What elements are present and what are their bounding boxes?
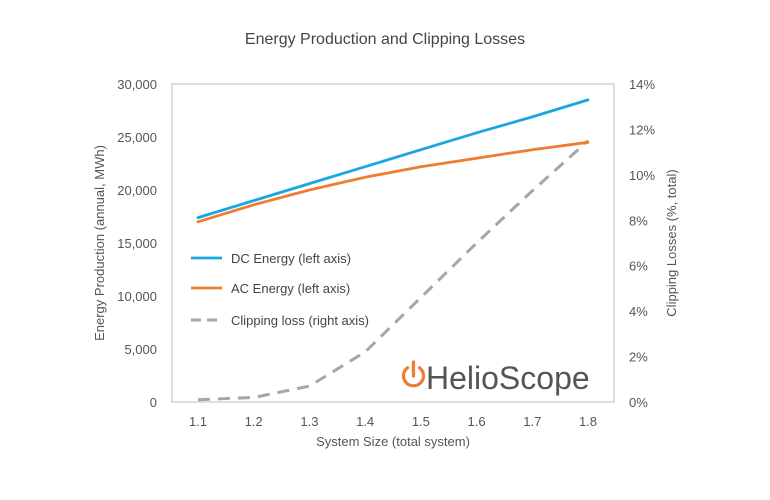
plot-frame: [171, 83, 615, 403]
x-tick-label: 1.7: [523, 414, 541, 429]
y-left-tick-label: 20,000: [117, 183, 157, 198]
y-left-tick-label: 25,000: [117, 130, 157, 145]
series-line-ac-energy: [196, 140, 590, 224]
y-right-tick-label: 0%: [629, 395, 648, 410]
x-tick-label: 1.2: [245, 414, 263, 429]
y-right-tick-label: 12%: [629, 122, 655, 137]
x-tick-label: 1.5: [412, 414, 430, 429]
y-right-tick-label: 8%: [629, 213, 648, 228]
x-tick-label: 1.1: [189, 414, 207, 429]
y-left-tick-label: 15,000: [117, 236, 157, 251]
x-tick-label: 1.4: [356, 414, 374, 429]
y-axis-left-label: Energy Production (annual, MWh): [92, 145, 107, 341]
y-right-tick-label: 6%: [629, 259, 648, 274]
y-left-tick-label: 30,000: [117, 77, 157, 92]
power-icon: [401, 360, 426, 388]
x-tick-label: 1.8: [579, 414, 597, 429]
x-axis-ticks: 1.1 1.2 1.3 1.4 1.5 1.6 1.7 1.8: [189, 414, 597, 429]
y-left-tick-label: 0: [150, 395, 157, 410]
y-axis-right-label: Clipping Losses (%, total): [664, 169, 679, 316]
logo-text: HelioScope: [426, 360, 590, 396]
y-left-tick-label: 10,000: [117, 289, 157, 304]
helioscope-logo: HelioScope: [401, 360, 590, 396]
legend-label: AC Energy (left axis): [231, 281, 350, 296]
series-line-dc-energy: [196, 98, 590, 220]
chart-title: Energy Production and Clipping Losses: [245, 31, 525, 48]
series-layer: [196, 98, 590, 402]
y-axis-left-ticks: 0 5,000 10,000 15,000 20,000 25,000 30,000: [117, 77, 157, 410]
series-line-clipping-loss: [197, 139, 590, 402]
legend-label: Clipping loss (right axis): [231, 313, 369, 328]
y-left-tick-label: 5,000: [124, 342, 157, 357]
x-axis-label: System Size (total system): [316, 434, 470, 449]
y-right-tick-label: 4%: [629, 304, 648, 319]
legend-label: DC Energy (left axis): [231, 251, 351, 266]
y-axis-right-ticks: 0% 2% 4% 6% 8% 10% 12% 14%: [629, 77, 655, 410]
y-right-tick-label: 14%: [629, 77, 655, 92]
x-tick-label: 1.3: [300, 414, 318, 429]
plot-area: [171, 83, 615, 403]
y-right-tick-label: 2%: [629, 350, 648, 365]
y-right-tick-label: 10%: [629, 168, 655, 183]
x-tick-label: 1.6: [468, 414, 486, 429]
legend: DC Energy (left axis) AC Energy (left axi…: [191, 251, 369, 328]
